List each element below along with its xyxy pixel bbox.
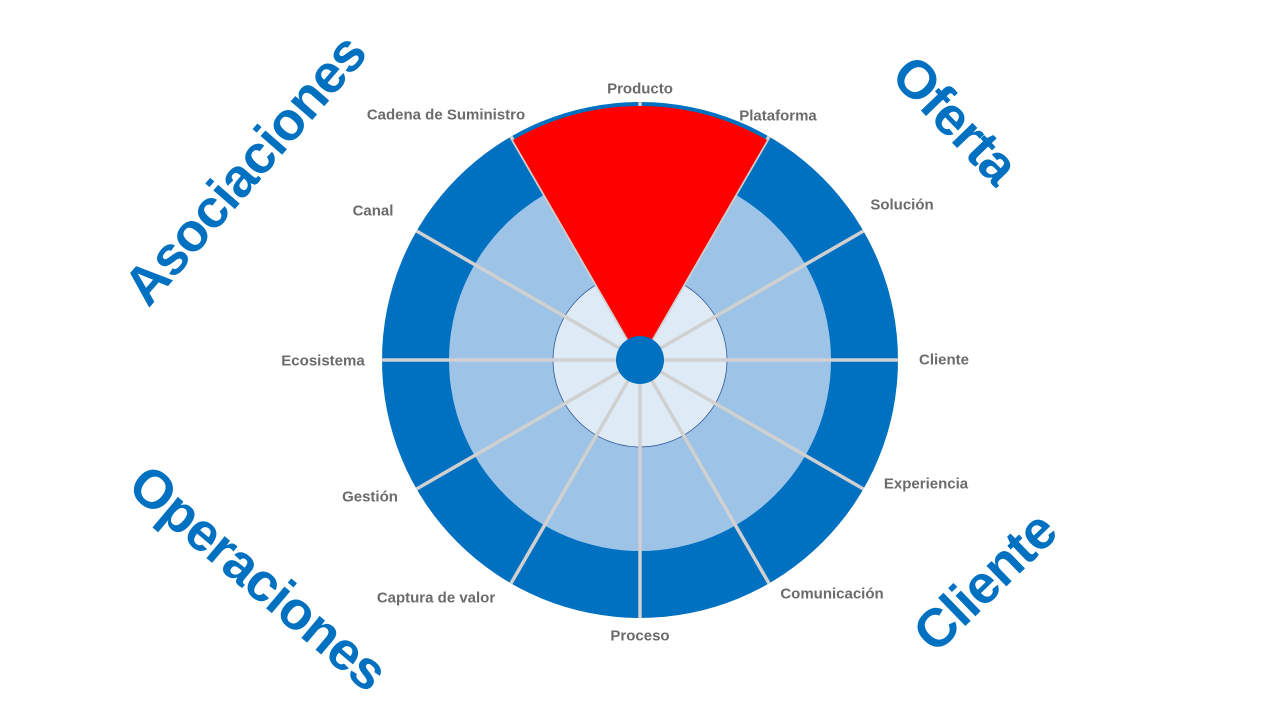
center-dot [616,336,664,384]
label-solucion: Solución [870,196,934,214]
spoke-10 [415,229,641,362]
label-canal: Canal [352,202,394,220]
label-cadena-de-suministro: Cadena de Suministro [366,106,526,124]
label-gestion: Gestión [342,488,398,506]
spoke-2 [639,229,865,362]
label-captura-de-valor: Captura de valor [376,589,496,607]
label-proceso: Proceso [610,627,670,645]
label-producto: Producto [607,80,673,98]
spoke-4 [639,358,865,491]
spoke-8 [415,358,641,491]
spoke-7 [509,359,642,585]
label-comunicacion: Comunicación [780,585,884,603]
label-ecosistema: Ecosistema [281,352,365,370]
spoke-5 [638,359,771,585]
highlight-wedge [513,105,767,360]
label-plataforma: Plataforma [739,107,817,125]
label-experiencia: Experiencia [883,475,969,493]
label-cliente: Cliente [918,351,970,369]
